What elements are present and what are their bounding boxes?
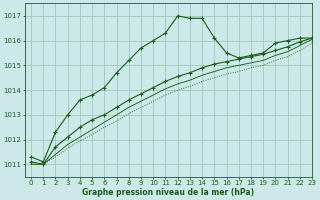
X-axis label: Graphe pression niveau de la mer (hPa): Graphe pression niveau de la mer (hPa) (83, 188, 255, 197)
